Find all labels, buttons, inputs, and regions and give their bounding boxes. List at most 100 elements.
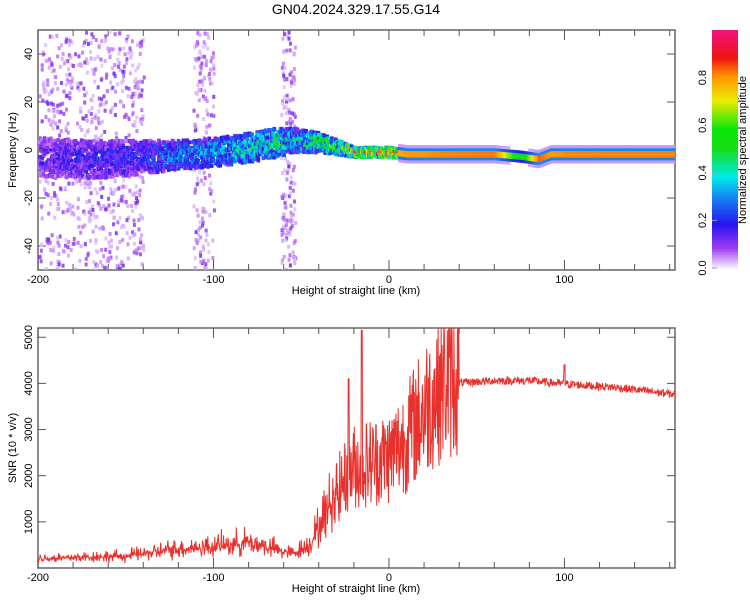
spectrogram-cell — [192, 147, 197, 152]
spectrogram-cell — [438, 148, 441, 152]
spectrogram-cell — [540, 155, 543, 159]
spectrogram-cell — [203, 137, 208, 142]
spectrogram-cell — [487, 154, 490, 158]
spectrogram-cell — [87, 161, 91, 166]
spectrogram-cell — [412, 148, 415, 152]
noise-cell — [137, 227, 141, 232]
spectrogram-cell — [399, 147, 402, 151]
noise-cell — [280, 228, 284, 233]
noise-cell — [84, 256, 88, 261]
noise-cell — [285, 96, 289, 101]
spectrogram-cell — [497, 157, 500, 161]
spectrogram-cell — [117, 158, 122, 163]
spectrogram-cell — [501, 148, 504, 152]
spectrogram-cell — [530, 161, 533, 165]
noise-cell — [126, 256, 130, 261]
spectrogram-cell — [411, 151, 414, 155]
spectrogram-cell — [579, 145, 582, 149]
spectrogram-cell — [152, 158, 156, 163]
spectrogram-cell — [506, 149, 509, 153]
spectrogram-cell — [114, 168, 118, 173]
noise-cell — [92, 212, 96, 217]
noise-cell — [113, 32, 117, 37]
noise-cell — [95, 214, 99, 219]
spectrogram-cell — [418, 151, 421, 155]
spectrogram-cell — [40, 138, 44, 143]
spectrogram-cell — [544, 162, 547, 166]
spectrogram-cell — [431, 157, 434, 161]
noise-cell — [280, 232, 284, 237]
noise-cell — [63, 209, 67, 214]
noise-cell — [208, 76, 212, 81]
spectrogram-cell — [449, 145, 452, 149]
noise-cell — [289, 180, 293, 185]
noise-cell — [195, 182, 199, 187]
noise-cell — [86, 253, 90, 258]
spectrogram-cell — [427, 154, 430, 158]
spectrogram-cell — [497, 154, 500, 158]
spectrogram-cell — [322, 134, 327, 139]
spectrogram-cell — [601, 154, 604, 158]
spectrogram-cell — [501, 151, 504, 155]
spectrogram-cell — [514, 159, 517, 163]
spectrogram-cell — [553, 160, 556, 164]
spectrogram-cell — [523, 154, 526, 158]
spectrogram-cell — [77, 155, 81, 160]
spectrogram-cell — [88, 174, 92, 179]
spectrogram-cell — [428, 148, 431, 152]
spectrogram-cell — [165, 141, 170, 146]
spectrogram-cell — [76, 146, 80, 151]
spectrogram-cell — [271, 129, 275, 134]
noise-cell — [57, 251, 61, 256]
spectrogram-cell — [483, 148, 486, 152]
spectrogram-cell — [578, 145, 581, 149]
spectrogram-cell — [493, 157, 496, 161]
spectrogram-cell — [243, 139, 247, 144]
spectrogram-cell — [423, 145, 426, 149]
spectrogram-cell — [406, 148, 409, 152]
spectrogram-cell — [440, 148, 443, 152]
spectrogram-cell — [524, 154, 527, 158]
noise-cell — [53, 215, 57, 220]
spectrogram-cell — [67, 158, 71, 163]
spectrogram-cell — [423, 157, 426, 161]
spectrogram-cell — [410, 160, 413, 164]
noise-cell — [202, 40, 206, 45]
spectrogram-cell — [68, 173, 73, 178]
noise-cell — [131, 63, 135, 68]
spectrogram-cell — [490, 157, 493, 161]
noise-cell — [194, 230, 198, 235]
spectrogram-cell — [250, 151, 255, 156]
spectrogram-cell — [599, 157, 602, 161]
spectrogram-cell — [601, 145, 604, 149]
noise-cell — [100, 247, 104, 252]
spectrogram-cell — [470, 160, 473, 164]
noise-cell — [94, 224, 98, 229]
spectrogram-cell — [407, 151, 410, 155]
spectrogram-cell — [439, 145, 442, 149]
spectrogram-cell — [272, 155, 277, 160]
spectrogram-cell — [445, 160, 448, 164]
spectrogram-cell — [415, 154, 418, 158]
noise-cell — [287, 36, 291, 41]
noise-cell — [51, 87, 55, 92]
noise-cell — [130, 51, 134, 56]
spectrogram-cell — [589, 145, 592, 149]
spectrogram-cell — [162, 140, 166, 145]
spectrogram-cell — [229, 162, 234, 167]
noise-cell — [135, 251, 139, 256]
spectrogram-cell — [160, 147, 165, 152]
noise-cell — [202, 117, 206, 122]
spectrogram-cell — [450, 145, 453, 149]
noise-cell — [122, 73, 126, 78]
noise-cell — [77, 54, 81, 59]
spectrogram-cell — [539, 164, 542, 168]
spectrogram-cell — [427, 160, 430, 164]
noise-cell — [125, 218, 129, 223]
noise-cell — [132, 241, 136, 246]
noise-cell — [59, 109, 63, 114]
spectrogram-cell — [238, 155, 242, 160]
noise-cell — [133, 85, 137, 90]
noise-cell — [89, 56, 93, 61]
spectrogram-cell — [499, 157, 502, 161]
